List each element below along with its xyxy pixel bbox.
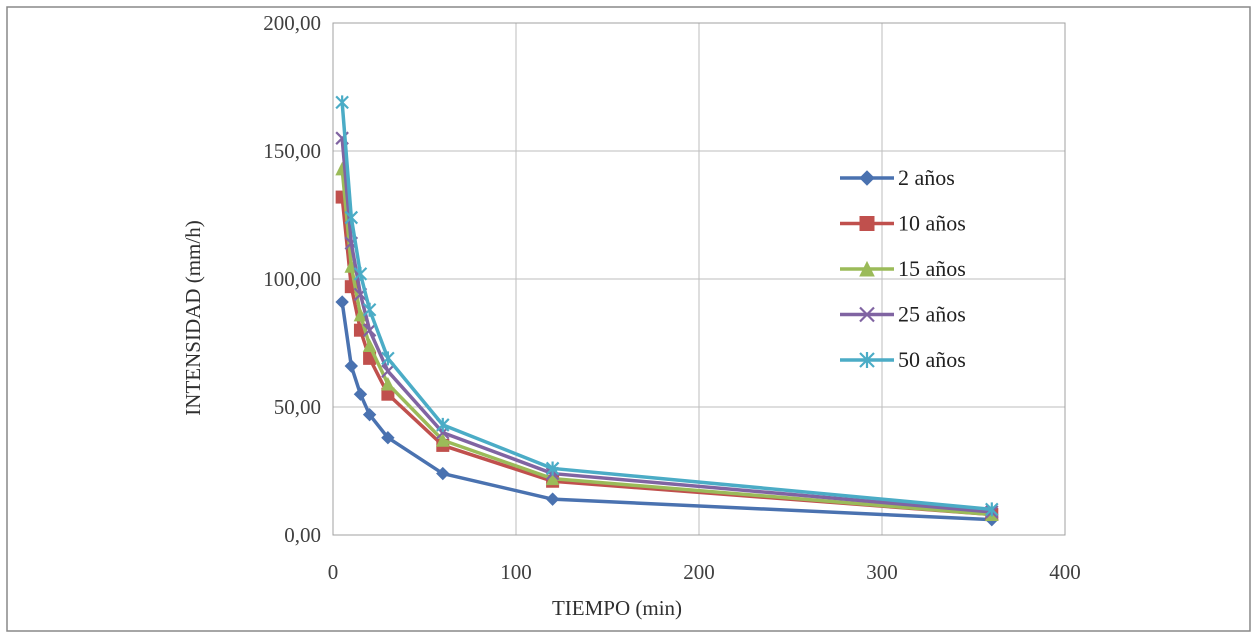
series-line bbox=[340, 138, 992, 514]
data-point bbox=[353, 266, 368, 281]
chart-frame bbox=[6, 6, 1251, 632]
data-point bbox=[436, 466, 450, 481]
data-point bbox=[362, 323, 377, 337]
x-axis-title: TIEMPO (min) bbox=[552, 596, 682, 620]
x-tick-label: 400 bbox=[1049, 560, 1081, 584]
data-point bbox=[362, 302, 377, 317]
data-point bbox=[344, 359, 359, 373]
x-tick-label: 0 bbox=[328, 560, 339, 584]
legend-item: 10 años bbox=[840, 211, 966, 236]
legend-label: 50 años bbox=[898, 347, 966, 372]
legend-item: 15 años bbox=[840, 256, 966, 281]
data-point bbox=[859, 352, 875, 368]
data-point bbox=[381, 351, 395, 366]
legend-item: 2 años bbox=[840, 165, 955, 190]
y-axis-title: INTENSIDAD (mm/h) bbox=[181, 220, 205, 415]
data-point bbox=[362, 407, 377, 422]
data-point bbox=[436, 417, 450, 432]
legend-label: 25 años bbox=[898, 302, 966, 327]
data-point bbox=[859, 170, 875, 186]
data-point bbox=[859, 306, 875, 323]
legend: 2 años 10 años 15 años 25 años 50 años bbox=[840, 165, 966, 372]
data-point bbox=[545, 492, 560, 506]
data-point bbox=[344, 210, 359, 225]
series-line bbox=[340, 168, 992, 517]
x-axis-ticks: 0 100 200 300 400 bbox=[328, 560, 1081, 584]
y-axis-ticks: 0,00 50,00 100,00 150,00 200,00 bbox=[263, 11, 321, 547]
data-point bbox=[435, 433, 450, 447]
x-tick-label: 100 bbox=[500, 560, 532, 584]
data-point bbox=[353, 387, 368, 401]
y-tick-label: 100,00 bbox=[263, 267, 321, 291]
legend-label: 2 años bbox=[898, 165, 955, 190]
x-tick-label: 300 bbox=[866, 560, 898, 584]
data-point bbox=[545, 461, 560, 476]
y-tick-label: 50,00 bbox=[274, 395, 321, 419]
data-point bbox=[381, 376, 395, 391]
series-2-años bbox=[335, 295, 999, 527]
data-point bbox=[381, 431, 395, 445]
y-tick-label: 200,00 bbox=[263, 11, 321, 35]
legend-item: 25 años bbox=[840, 302, 966, 327]
y-tick-label: 150,00 bbox=[263, 139, 321, 163]
x-tick-label: 200 bbox=[683, 560, 715, 584]
series-line bbox=[340, 102, 992, 512]
data-point bbox=[335, 95, 349, 110]
series-line bbox=[340, 196, 992, 517]
data-point bbox=[859, 216, 875, 231]
data-point bbox=[859, 260, 875, 277]
legend-item: 50 años bbox=[840, 347, 966, 372]
series-50-años bbox=[335, 95, 999, 517]
legend-label: 15 años bbox=[898, 256, 966, 281]
data-point bbox=[985, 502, 999, 517]
plot-area bbox=[332, 22, 1066, 536]
y-tick-label: 0,00 bbox=[284, 523, 321, 547]
legend-label: 10 años bbox=[898, 211, 966, 236]
data-point bbox=[335, 295, 349, 309]
data-point bbox=[362, 338, 377, 353]
data-point bbox=[545, 471, 560, 486]
data-point bbox=[381, 364, 395, 378]
series-15-años bbox=[335, 161, 999, 522]
series-group bbox=[335, 95, 999, 527]
